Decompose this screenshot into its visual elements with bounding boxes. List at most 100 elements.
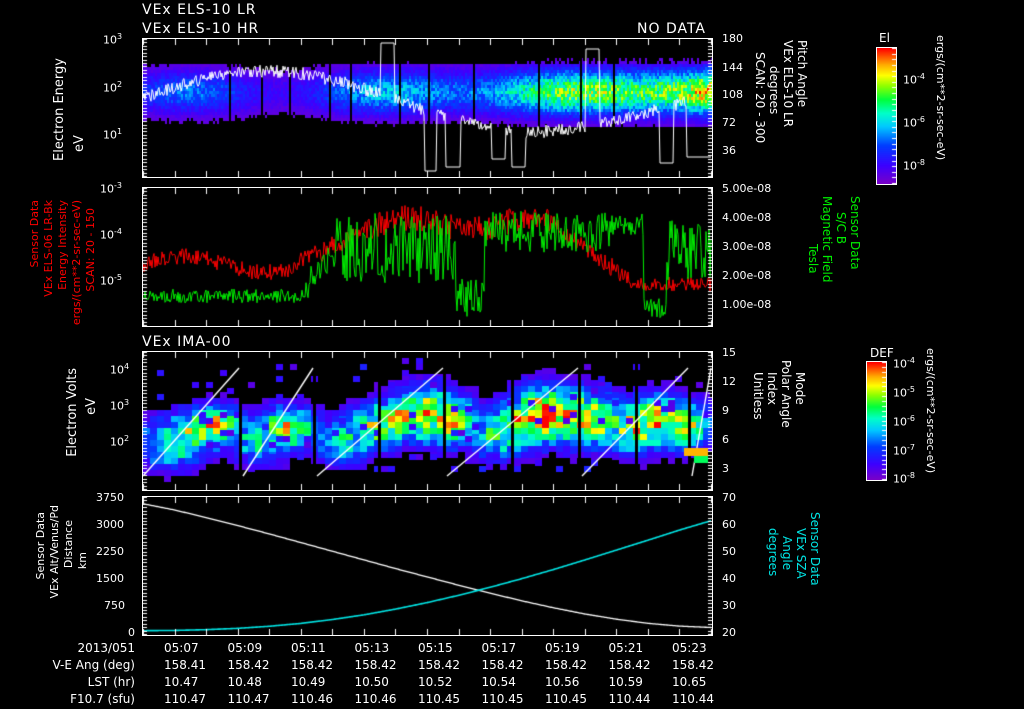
- panel1-y-axis-label-line1: Electron Energy: [52, 58, 67, 161]
- panel4-rtick-6: 20: [722, 626, 736, 639]
- time-tick-label: 05:21: [608, 641, 644, 655]
- panel3-colorbar-tick-4: 10-7: [893, 443, 915, 458]
- time-table-cell: 10.65: [672, 675, 707, 689]
- time-table-cell: 110.44: [608, 692, 651, 706]
- panel3-colorbar-unit: ergs/(cm**2-sr-sec-eV): [924, 348, 937, 474]
- panel4-right-label-quantity: VEx SZA: [794, 528, 808, 579]
- panel1-colorbar: [876, 47, 897, 185]
- panel2-right-label-unit: Tesla: [806, 244, 820, 274]
- panel2-ytick-2: 10-4: [100, 227, 122, 242]
- time-tick-label: 05:09: [227, 641, 263, 655]
- time-table-cell: 10.52: [418, 675, 453, 689]
- time-table-cell: 158.42: [227, 658, 270, 672]
- panel1-colorbar-tick-3: 10-8: [903, 158, 925, 173]
- time-table-cell: 10.50: [354, 675, 389, 689]
- panel2-ytick-1: 10-3: [100, 181, 122, 196]
- time-table-cell: 158.41: [164, 658, 206, 672]
- panel1-rtick-72: 72: [722, 116, 736, 129]
- panel1-ytick-100: 102: [103, 80, 123, 95]
- panel1-ytick-1000: 103: [103, 32, 123, 47]
- time-table-cell: 110.44: [672, 692, 714, 706]
- time-table-cell: 10.59: [608, 675, 643, 689]
- panel1-rtick-108: 108: [722, 88, 743, 101]
- panel2-left-label-sensor: Sensor Data: [28, 200, 41, 268]
- panel3-rtick-3: 9: [722, 404, 729, 417]
- time-table-cell: 158.42: [418, 658, 460, 672]
- panel1-title-second: VEx ELS-10 HR: [142, 21, 260, 37]
- time-table-cell: 110.47: [164, 692, 206, 706]
- panel4-left-label-quantity: Distance: [62, 520, 75, 569]
- time-tick-label: 05:11: [291, 641, 326, 655]
- time-table-row-ve-ang: V-E Ang (deg) 158.41 158.42 158.42 158.42 15…: [0, 658, 1024, 675]
- panel1-colorbar-tick-2: 10-6: [903, 115, 925, 130]
- panel1-right-label-degrees: degrees: [767, 66, 781, 115]
- time-table-cell: 10.54: [481, 675, 516, 689]
- time-table-cell: 158.42: [481, 658, 524, 672]
- panel3-colorbar-tick-3: 10-6: [893, 414, 915, 429]
- panel1-right-label-pitch-angle: Pitch Angle: [795, 40, 809, 108]
- panel3-plot-area[interactable]: [142, 351, 713, 491]
- panel3-colorbar-tick-5: 10-8: [893, 471, 915, 486]
- panel3-colorbar-tick-2: 10-5: [893, 385, 915, 400]
- panel2-left-label-quantity: Energy Intensity: [56, 200, 69, 290]
- time-table-cell: 110.45: [481, 692, 524, 706]
- time-tick-label: 05:13: [354, 641, 390, 655]
- panel4-rtick-4: 40: [722, 572, 736, 585]
- panel1-right-label-scan: SCAN: 20 - 300: [753, 52, 767, 144]
- panel1-colorbar-title: El: [879, 31, 890, 45]
- time-table-cell: 158.42: [672, 658, 714, 672]
- panel3-right-label-mode: Mode: [793, 372, 807, 405]
- panel1-plot-area[interactable]: [142, 38, 713, 178]
- panel1-title-top: VEx ELS-10 LR: [142, 2, 257, 18]
- panel2-right-label-quantity: S/C B: [834, 212, 848, 245]
- time-tick-label: 05:19: [545, 641, 580, 655]
- panel3-y-axis-unit: eV: [84, 398, 99, 415]
- time-table-label-lst: LST (hr): [87, 675, 135, 689]
- panel3-colorbar-title: DEF: [870, 346, 894, 360]
- time-table-label-f107: F10.7 (sfu): [70, 692, 135, 706]
- panel2-plot-area[interactable]: [142, 187, 713, 327]
- panel2-rtick-5: 1.00e-08: [722, 298, 772, 311]
- time-tick-label: 05:23: [672, 641, 707, 655]
- panel2-left-label-instrument: VEx ELS-06 LR-Bk: [42, 200, 55, 297]
- panel4-right-label-angle: Angle: [780, 536, 794, 571]
- time-table-row-date: 2013/051 05:07 05:09 05:11 05:13 05:15 05:17 0…: [0, 641, 1024, 658]
- time-table-cell: 158.42: [291, 658, 333, 672]
- time-table-cell: 110.46: [354, 692, 397, 706]
- panel4-left-label-sensor: Sensor Data: [34, 512, 47, 580]
- time-table-cell: 110.45: [418, 692, 460, 706]
- panel1-ytick-10: 101: [103, 127, 123, 142]
- time-tick-label: 05:07: [164, 641, 199, 655]
- time-table-cell: 110.46: [291, 692, 333, 706]
- panel1-y-axis-unit-text: eV: [72, 135, 87, 152]
- panel3-rtick-5: 3: [722, 462, 729, 475]
- panel3-colorbar-tick-1: 10-4: [893, 356, 915, 371]
- panel2-left-label-unit: ergs/(cm**2-sr-sec-eV): [70, 200, 83, 326]
- time-tick-label: 05:17: [481, 641, 517, 655]
- time-table-label-ve-ang: V-E Ang (deg): [52, 658, 135, 672]
- panel4-rtick-5: 30: [722, 599, 736, 612]
- panel4-ytick-5: 750: [104, 599, 125, 612]
- panel4-rtick-2: 60: [722, 518, 736, 531]
- panel3-rtick-4: 6: [722, 433, 729, 446]
- time-table: 2013/051 05:07 05:09 05:11 05:13 05:15 05:17 0…: [0, 641, 1024, 709]
- panel2-rtick-1: 5.00e-08: [722, 182, 772, 195]
- time-table-cell: 158.42: [545, 658, 587, 672]
- time-tick-label: 05:15: [418, 641, 453, 655]
- panel2-left-label-scan: SCAN: 20 - 150: [84, 208, 97, 292]
- panel2-right-label-sensor: Sensor Data: [848, 196, 862, 270]
- panel1-colorbar-tick-1: 10-4: [903, 72, 925, 87]
- panel1-no-data-label: NO DATA: [637, 21, 707, 37]
- panel1-rtick-144: 144: [722, 61, 743, 74]
- panel4-rtick-3: 50: [722, 545, 736, 558]
- panel3-right-label-index: Index: [765, 372, 779, 406]
- time-table-cell: 10.56: [545, 675, 580, 689]
- panel2-right-label-field: Magnetic Field: [820, 196, 834, 283]
- time-table-date-label: 2013/051: [77, 641, 136, 655]
- panel4-plot-area[interactable]: [142, 496, 713, 636]
- panel3-right-label-polar-angle: Polar Angle: [779, 360, 793, 428]
- panel3-title: VEx IMA-00: [142, 334, 232, 350]
- panel4-right-label-unit: degrees: [766, 528, 780, 577]
- panel3-ytick-3: 102: [110, 434, 130, 449]
- time-table-cell: 110.47: [227, 692, 270, 706]
